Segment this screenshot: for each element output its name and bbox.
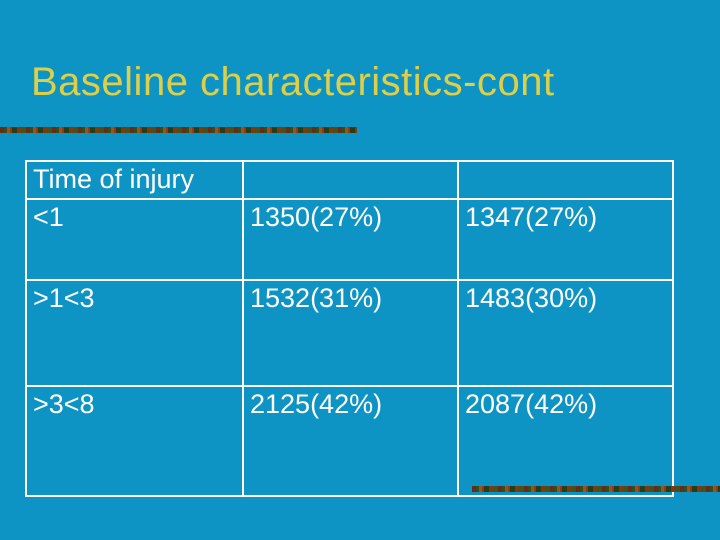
time-of-injury-table: Time of injury <1 1350(27%) 1347(27%) >1… (25, 160, 674, 497)
table-header-cell-label: Time of injury (25, 160, 244, 200)
table-row: <1 1350(27%) 1347(27%) (25, 197, 674, 281)
table-header-cell-empty (457, 160, 674, 200)
value-cell: 2087(42%) (457, 384, 674, 497)
table-header-cell-empty (242, 160, 459, 200)
value-cell: 1347(27%) (457, 197, 674, 281)
value-cell: 2125(42%) (242, 384, 459, 497)
value-cell: 1532(31%) (242, 278, 459, 387)
title-underline-bar (0, 127, 357, 133)
row-label-cell: <1 (25, 197, 244, 281)
row-label-cell: >1<3 (25, 278, 244, 387)
table-header-row: Time of injury (25, 160, 674, 200)
value-cell: 1483(30%) (457, 278, 674, 387)
row-label-cell: >3<8 (25, 384, 244, 497)
value-cell: 1350(27%) (242, 197, 459, 281)
table-row: >3<8 2125(42%) 2087(42%) (25, 384, 674, 497)
bottom-accent-bar (472, 486, 720, 492)
slide-title: Baseline characteristics-cont (31, 60, 555, 104)
table-row: >1<3 1532(31%) 1483(30%) (25, 278, 674, 387)
